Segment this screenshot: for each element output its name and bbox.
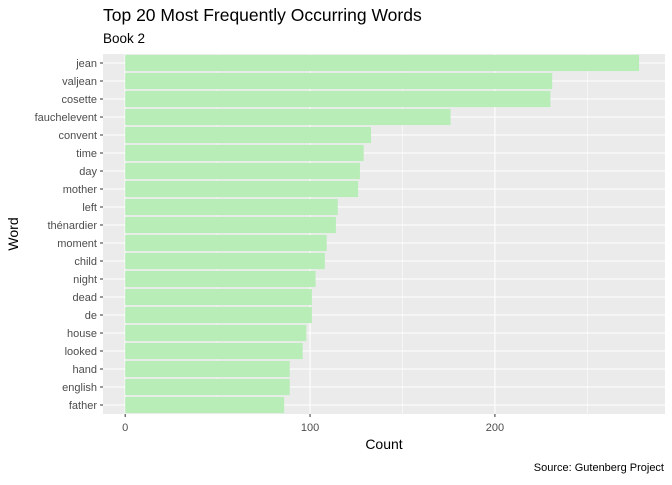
bar-child: [125, 252, 325, 270]
y-tick-label: dead: [73, 292, 97, 304]
y-tick-label: child: [74, 256, 97, 268]
bar-dead: [125, 288, 312, 306]
bar-house: [125, 324, 307, 342]
bar-thénardier: [125, 216, 336, 234]
x-axis-label: Count: [365, 436, 402, 452]
y-tick-label: thénardier: [47, 220, 97, 232]
bar-left: [125, 198, 338, 216]
y-tick-label: left: [82, 202, 97, 214]
bar-hand: [125, 360, 290, 378]
bar-de: [125, 306, 312, 324]
bar-moment: [125, 234, 327, 252]
bar-day: [125, 162, 360, 180]
y-tick-label: day: [79, 166, 97, 178]
bar-valjean: [125, 72, 553, 90]
y-tick-label: mother: [63, 184, 98, 196]
y-tick-label: fauchelevent: [35, 112, 97, 124]
y-tick-label: convent: [58, 130, 97, 142]
chart-subtitle: Book 2: [103, 31, 145, 46]
bar-looked: [125, 342, 303, 360]
y-tick-label: english: [62, 382, 97, 394]
bar-night: [125, 270, 316, 288]
bar-convent: [125, 126, 372, 144]
chart-caption: Source: Gutenberg Project: [534, 462, 664, 474]
y-tick-label: looked: [65, 346, 97, 358]
bar-cosette: [125, 90, 551, 108]
bar-fauchelevent: [125, 108, 451, 126]
bar-time: [125, 144, 364, 162]
y-tick-label: moment: [57, 238, 97, 250]
x-tick-label: 100: [301, 422, 319, 434]
y-tick-label: de: [85, 310, 97, 322]
y-tick-label: hand: [73, 364, 97, 376]
y-tick-label: house: [67, 328, 97, 340]
y-tick-label: cosette: [62, 94, 97, 106]
y-tick-label: father: [69, 400, 97, 412]
y-tick-label: valjean: [62, 76, 97, 88]
x-axis-ticks: 0 100 200: [122, 414, 504, 434]
y-tick-label: night: [73, 274, 97, 286]
y-tick-label: time: [76, 148, 97, 160]
y-tick-label: jean: [75, 58, 97, 70]
plot-panel: [103, 54, 665, 414]
bar-jean: [125, 54, 640, 72]
chart-title: Top 20 Most Frequently Occurring Words: [103, 5, 422, 25]
y-axis-ticks: jean valjean cosette fauchelevent convent tim…: [35, 58, 103, 412]
bars: [125, 54, 640, 414]
bar-father: [125, 396, 285, 414]
x-tick-label: 0: [122, 422, 128, 434]
x-tick-label: 200: [486, 422, 504, 434]
bar-mother: [125, 180, 359, 198]
bar-english: [125, 378, 290, 396]
y-axis-label: Word: [5, 217, 21, 250]
